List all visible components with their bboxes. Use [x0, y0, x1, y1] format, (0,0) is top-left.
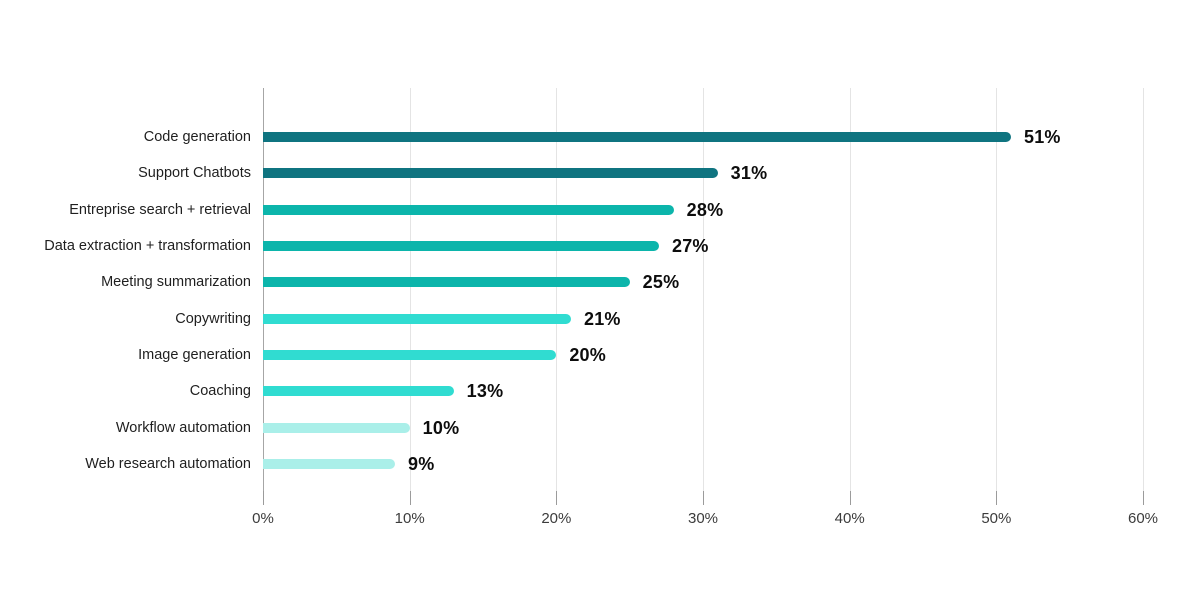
bar — [263, 168, 718, 179]
zero-axis-line — [263, 88, 264, 491]
bar — [263, 349, 557, 360]
x-axis-tick-mark — [409, 491, 411, 505]
gridline — [996, 88, 998, 491]
category-label: Support Chatbots — [138, 165, 251, 182]
category-label: Image generation — [138, 346, 251, 363]
value-label: 27% — [672, 235, 709, 256]
plot-area: 51% 31% 28% 27% 25% 21% 20% 13% 10% 9% — [263, 88, 1144, 505]
x-axis-tick-label: 60% — [1127, 510, 1159, 527]
value-label: 9% — [408, 453, 435, 474]
bar — [263, 386, 454, 397]
x-axis-tick-label: 10% — [394, 510, 425, 527]
category-label: Meeting summarization — [101, 274, 251, 291]
bar — [263, 458, 395, 469]
x-axis-tick-label: 20% — [541, 510, 572, 527]
x-axis-tick-label: 40% — [834, 510, 865, 527]
value-label: 51% — [1024, 127, 1061, 147]
y-axis-category-labels: Code generation Support Chatbots Entrepris… — [0, 88, 251, 505]
category-label: Data extraction + transformation — [44, 237, 251, 254]
gridline — [703, 88, 704, 491]
category-label: Copywriting — [175, 310, 251, 327]
x-axis-tick-mark — [703, 491, 704, 505]
x-axis-tick-label: 0% — [252, 510, 274, 527]
x-axis-tick-mark — [849, 491, 851, 505]
x-axis-tick-mark — [556, 491, 558, 505]
value-label: 13% — [466, 381, 504, 402]
x-axis-tick-label: 50% — [981, 510, 1012, 527]
bar — [263, 132, 1011, 142]
x-axis-tick-mark — [996, 491, 998, 505]
bar — [263, 277, 630, 288]
value-label: 21% — [584, 308, 621, 329]
category-label: Code generation — [143, 129, 251, 145]
bar — [263, 313, 571, 324]
x-axis-tick-mark — [263, 491, 264, 505]
value-label: 10% — [422, 417, 460, 438]
gridline — [409, 88, 411, 491]
category-label: Coaching — [189, 383, 251, 400]
value-label: 28% — [686, 199, 724, 220]
gridline — [556, 88, 558, 491]
bar — [263, 240, 659, 251]
category-label: Workflow automation — [115, 419, 251, 436]
value-label: 31% — [730, 163, 768, 184]
category-label: Entreprise search + retrieval — [69, 201, 251, 218]
bar — [263, 422, 410, 433]
gridline — [1143, 88, 1144, 491]
x-axis-tick-mark — [1143, 491, 1144, 505]
category-label: Web research automation — [85, 455, 251, 472]
value-label: 20% — [569, 344, 606, 365]
value-label: 25% — [642, 272, 680, 293]
bar — [263, 204, 674, 215]
x-axis: 0% 10% 20% 30% 40% 50% 60% — [252, 509, 1158, 533]
gridline — [849, 88, 851, 491]
x-axis-tick-label: 30% — [687, 510, 719, 527]
